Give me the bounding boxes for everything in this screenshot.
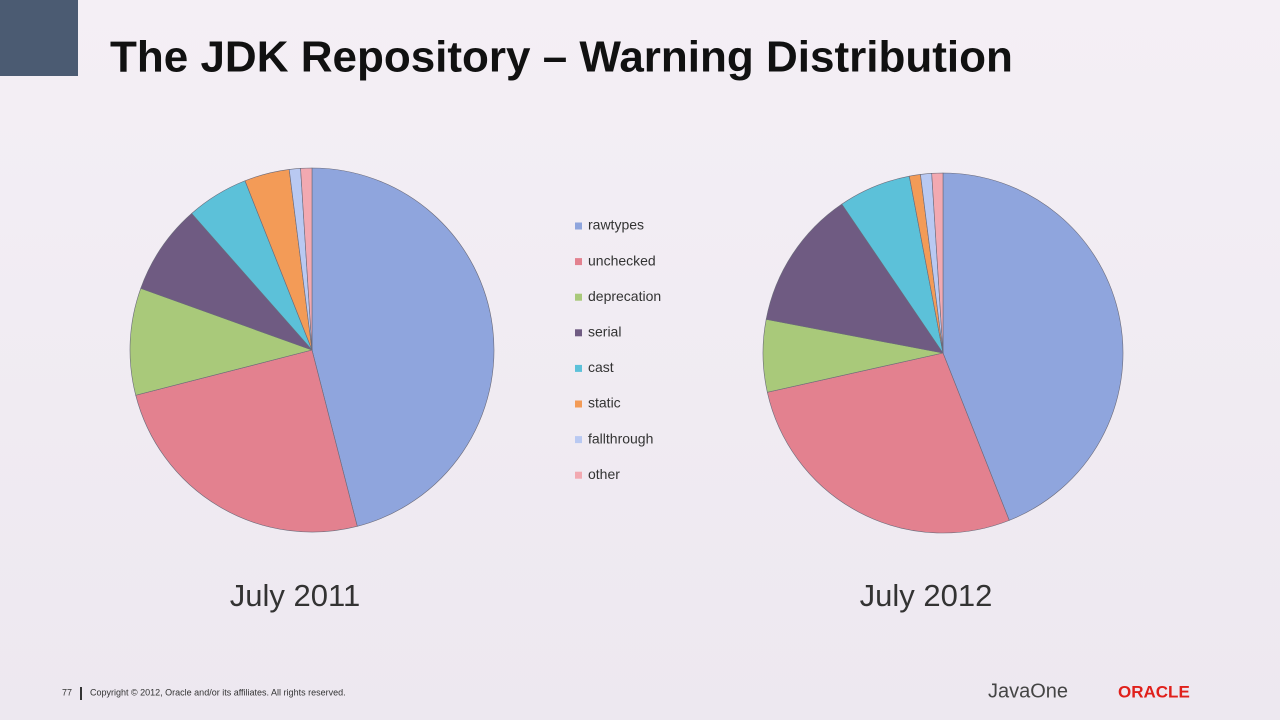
legend-swatch <box>575 258 582 266</box>
legend-label: deprecation <box>588 288 661 304</box>
legend-label: other <box>588 466 620 482</box>
legend-swatch <box>575 471 582 479</box>
pie-slice <box>311 167 495 527</box>
pie-slice <box>135 349 358 533</box>
pie-slice <box>765 203 944 354</box>
legend-swatch <box>575 436 582 444</box>
legend-label: static <box>588 395 621 411</box>
slide-number: 77 <box>62 687 72 697</box>
legend-swatch <box>575 222 582 230</box>
copyright: Copyright © 2012, Oracle and/or its affi… <box>90 687 346 697</box>
legend-label: fallthrough <box>588 430 653 446</box>
legend-swatch <box>575 293 582 301</box>
legend-swatch <box>575 400 582 408</box>
pie-slice <box>942 172 1124 521</box>
legend-label: serial <box>588 324 621 340</box>
oracle-logo: ORACLE <box>1118 682 1190 701</box>
legend-swatch <box>575 329 582 337</box>
javaone-logo: JavaOne <box>988 680 1068 702</box>
pie-title: July 2011 <box>230 578 360 613</box>
corner-block <box>0 0 78 76</box>
pie-slice <box>140 213 313 351</box>
legend-label: unchecked <box>588 252 656 268</box>
legend-swatch <box>575 364 582 372</box>
legend-label: rawtypes <box>588 217 644 233</box>
pie-slice <box>931 172 944 354</box>
pie-slice <box>766 352 1010 534</box>
pie-title: July 2012 <box>860 578 993 613</box>
legend-label: cast <box>588 359 614 375</box>
pie-slice <box>129 287 314 396</box>
pie-slice <box>300 167 313 351</box>
slide-title: The JDK Repository – Warning Distributio… <box>110 33 1013 82</box>
